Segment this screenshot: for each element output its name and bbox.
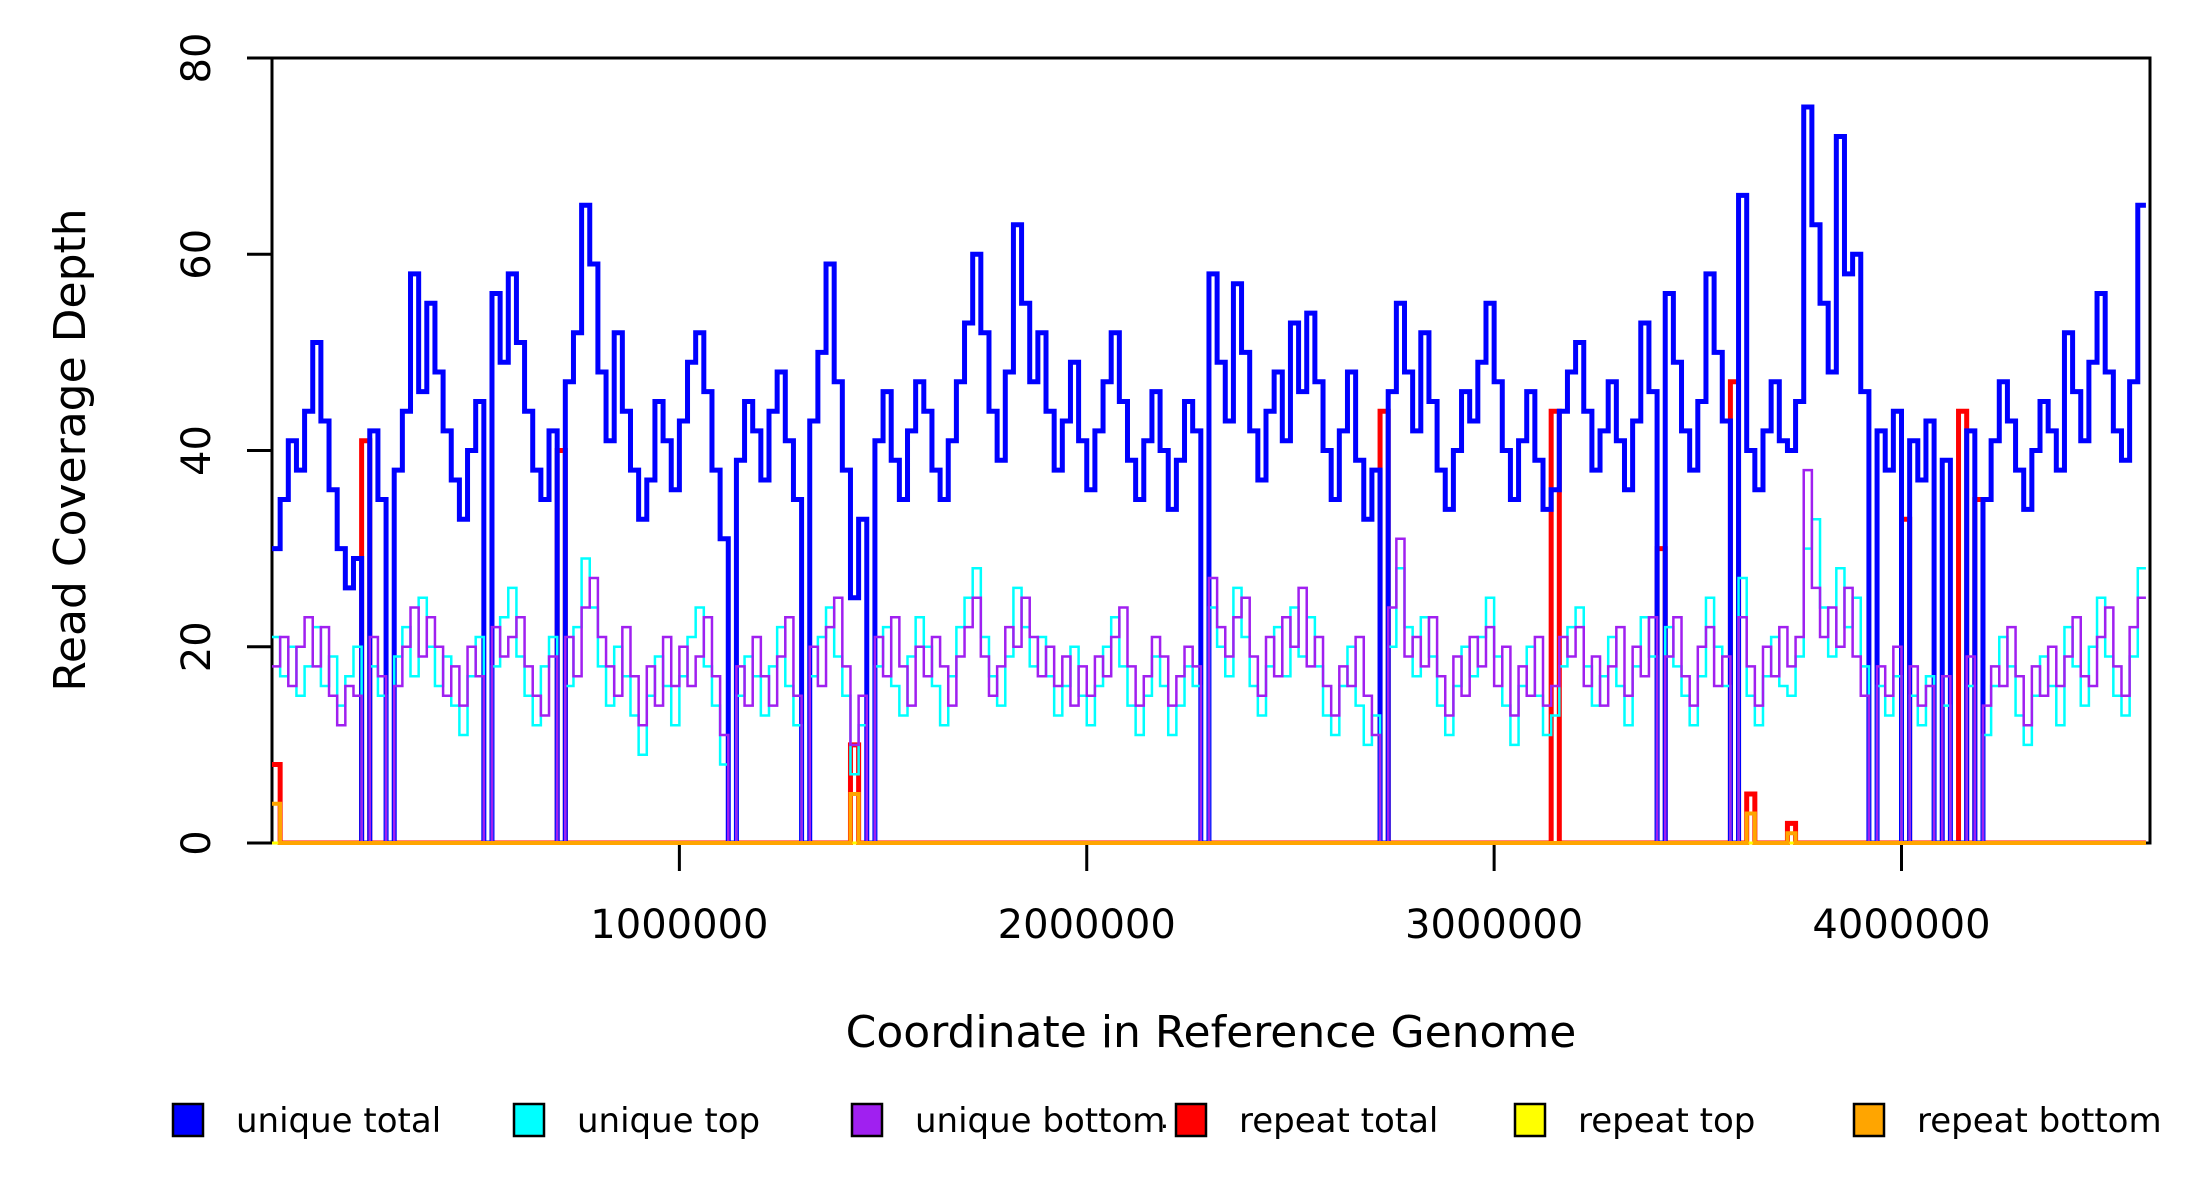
legend-label-unique-top: unique top: [577, 1101, 760, 1141]
series-repeat-bottom: [272, 791, 2146, 845]
x-tick-label: 4000000: [1812, 902, 1990, 948]
legend-swatch-repeat-total: [1174, 1102, 1208, 1138]
legend-swatch-repeat-top: [1513, 1102, 1547, 1138]
y-tick-label: 0: [174, 830, 220, 855]
y-axis-ticks: 0 20 40 60 80: [174, 33, 272, 856]
x-tick-label: 1000000: [590, 902, 768, 948]
y-tick-label: 60: [174, 229, 220, 280]
legend-swatch-unique-total: [171, 1102, 205, 1138]
chart-legend: unique total unique top unique bottom repea…: [171, 1101, 2162, 1141]
legend-label-repeat-bottom: repeat bottom: [1917, 1101, 2162, 1141]
x-axis-ticks: 1000000 2000000 3000000 4000000: [590, 845, 1991, 948]
legend-swatch-unique-bottom: [850, 1102, 884, 1138]
legend-swatch-repeat-bottom: [1852, 1102, 1886, 1138]
plot-series: [272, 104, 2146, 845]
legend-label-repeat-top: repeat top: [1578, 1101, 1755, 1141]
stray-dot: .: [1160, 1102, 1169, 1135]
y-tick-label: 40: [174, 425, 220, 476]
y-tick-label: 80: [174, 33, 220, 84]
legend-label-repeat-total: repeat total: [1239, 1101, 1438, 1141]
legend-label-unique-total: unique total: [236, 1101, 441, 1141]
legend-label-unique-bottom: unique bottom: [915, 1101, 1165, 1141]
y-axis-title: Read Coverage Depth: [45, 208, 96, 691]
x-axis-title: Coordinate in Reference Genome: [846, 1007, 1577, 1058]
x-tick-label: 2000000: [998, 902, 1176, 948]
x-tick-label: 3000000: [1405, 902, 1583, 948]
legend-swatch-unique-top: [512, 1102, 546, 1138]
y-tick-label: 20: [174, 621, 220, 672]
